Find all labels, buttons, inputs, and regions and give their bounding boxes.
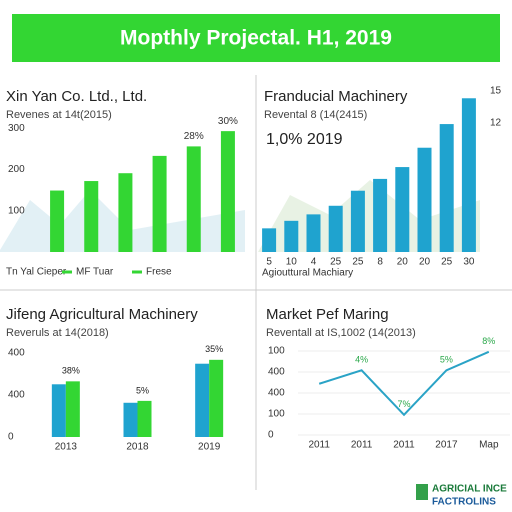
y-tick-label: 0 [268,430,274,441]
header-band [12,14,500,62]
bar [220,131,235,252]
annotation: 38% [62,366,80,376]
chart-title: Xin Yan Co. Ltd., Ltd. [6,88,147,105]
bar [417,147,432,252]
chart-subtitle: Reventall at IS,1002 (14(2013) [266,327,416,339]
y-tick-label: 0 [8,432,14,443]
line [318,350,490,417]
header-title: Mopthly Projectal. H1, 2019 [120,27,392,50]
annotation: 7% [397,399,410,409]
x-tick-label: 2011 [351,440,373,451]
chart-title: Market Pef Maring [266,306,389,323]
x-tick-label: 20 [397,257,409,268]
bar [195,363,210,437]
chart-subtitle: Reveruls at 14(2018) [6,327,109,339]
bar [262,228,277,252]
legend-label: Frese [146,267,172,278]
annotation: 8% [482,336,495,346]
x-tick-label: 25 [330,257,342,268]
x-tick-label: 2011 [393,440,415,451]
y-tick-label: 100 [8,205,25,216]
x-tick-label: 5 [266,257,272,268]
bar [152,155,167,252]
x-tick-label: 2011 [308,440,330,451]
bar [395,167,410,252]
x-tick-label: 30 [463,257,475,268]
legend-label: MF Tuar [76,267,114,278]
annotation: 5% [440,355,453,365]
annotation: 35% [205,344,223,354]
y-tick-label: 200 [8,164,25,175]
bar [306,214,321,252]
annotation: 4% [355,355,368,365]
bar [65,381,80,437]
bar [118,173,133,252]
bar [51,384,66,437]
y-tick-label: 400 [8,390,25,401]
y-tick-label: 100 [268,409,285,420]
y-tick-label: 100 [268,346,285,357]
bar [50,190,65,252]
y-tick-label: 400 [268,388,285,399]
y-tick-label: 15 [490,85,502,96]
x-tick-label: 8 [377,257,383,268]
y-tick-label: 400 [8,348,25,359]
annotation: 1,0% 2019 [266,131,343,148]
x-tick-label: 2019 [198,442,221,453]
legend-label: Tn Yal Cieper [6,267,67,278]
bar [461,98,476,253]
x-tick-label: 4 [311,257,317,268]
chart-title: Franducial Machinery [264,88,408,105]
x-tick-label: 25 [441,257,453,268]
bar [373,178,388,252]
x-tick-label: 20 [419,257,431,268]
bar [328,205,343,252]
footer-text: FACTROLINS [432,497,496,508]
annotation: 28% [184,131,204,142]
x-tick-label: 10 [286,257,298,268]
bar [137,400,152,437]
footer-text: AGRICIAL INCE [432,484,507,495]
bar [84,181,99,252]
bar [439,124,454,252]
chart-subtitle: Revenes at 14t(2015) [6,109,112,121]
x-tick-label: 2017 [435,440,458,451]
chart-subtitle: Revental 8 (14(2415) [264,109,367,121]
bar [209,359,224,437]
bar [123,402,138,437]
chart-title: Jifeng Agricultural Machinery [6,306,198,323]
y-tick-label: 300 [8,123,25,134]
y-tick-label: 12 [490,118,502,129]
x-tick-label: 25 [352,257,364,268]
x-tick-label: Map [479,440,499,451]
y-tick-label: 400 [268,367,285,378]
annotation: 30% [218,116,238,127]
bar [284,220,299,252]
x-axis-label: Agiouttural Machiary [262,268,353,279]
annotation: 5% [136,385,149,395]
bar [350,190,365,252]
bar [186,146,201,252]
x-tick-label: 2013 [55,442,78,453]
footer-logo [416,484,428,500]
x-tick-label: 2018 [126,442,149,453]
